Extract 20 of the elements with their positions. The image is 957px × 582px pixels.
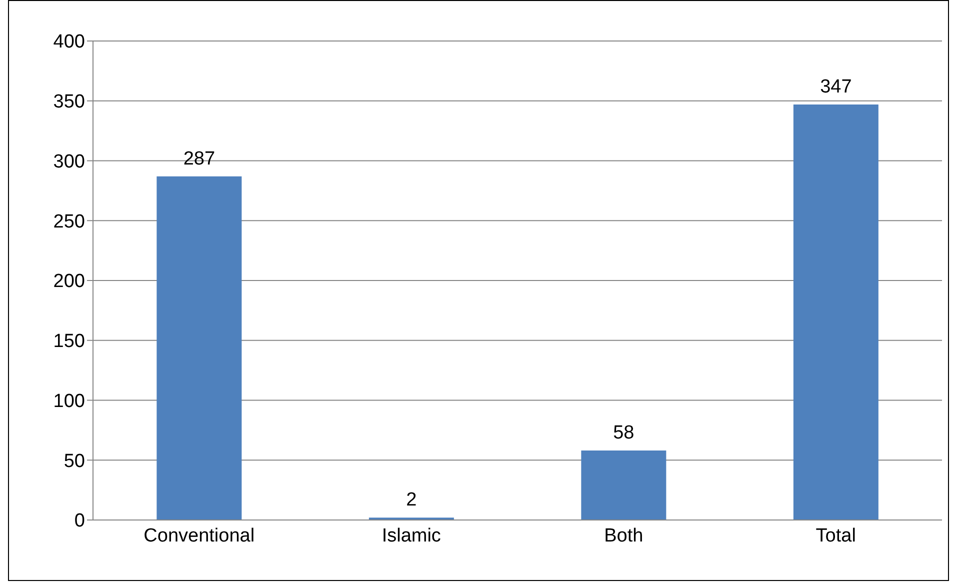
y-tick-label: 150 (53, 331, 85, 352)
y-tick-label: 250 (53, 211, 85, 232)
data-label: 2 (406, 490, 417, 511)
bar (156, 176, 242, 520)
data-label: 287 (183, 148, 216, 170)
data-label: 347 (820, 76, 852, 98)
y-tick-label: 200 (53, 271, 85, 292)
bar (581, 450, 666, 520)
y-tick-label: 50 (64, 450, 85, 472)
y-tick-label: 300 (53, 151, 85, 172)
y-tick-label: 100 (53, 390, 85, 412)
x-tick-label: Both (604, 525, 644, 546)
x-tick-label: Conventional (144, 525, 255, 546)
data-label: 58 (613, 422, 634, 444)
bar (793, 104, 878, 520)
y-tick-label: 0 (74, 510, 85, 532)
y-tick-label: 350 (53, 92, 85, 113)
x-tick-label: Islamic (382, 525, 441, 546)
y-tick-label: 400 (53, 32, 85, 53)
x-tick-label: Total (816, 525, 856, 546)
